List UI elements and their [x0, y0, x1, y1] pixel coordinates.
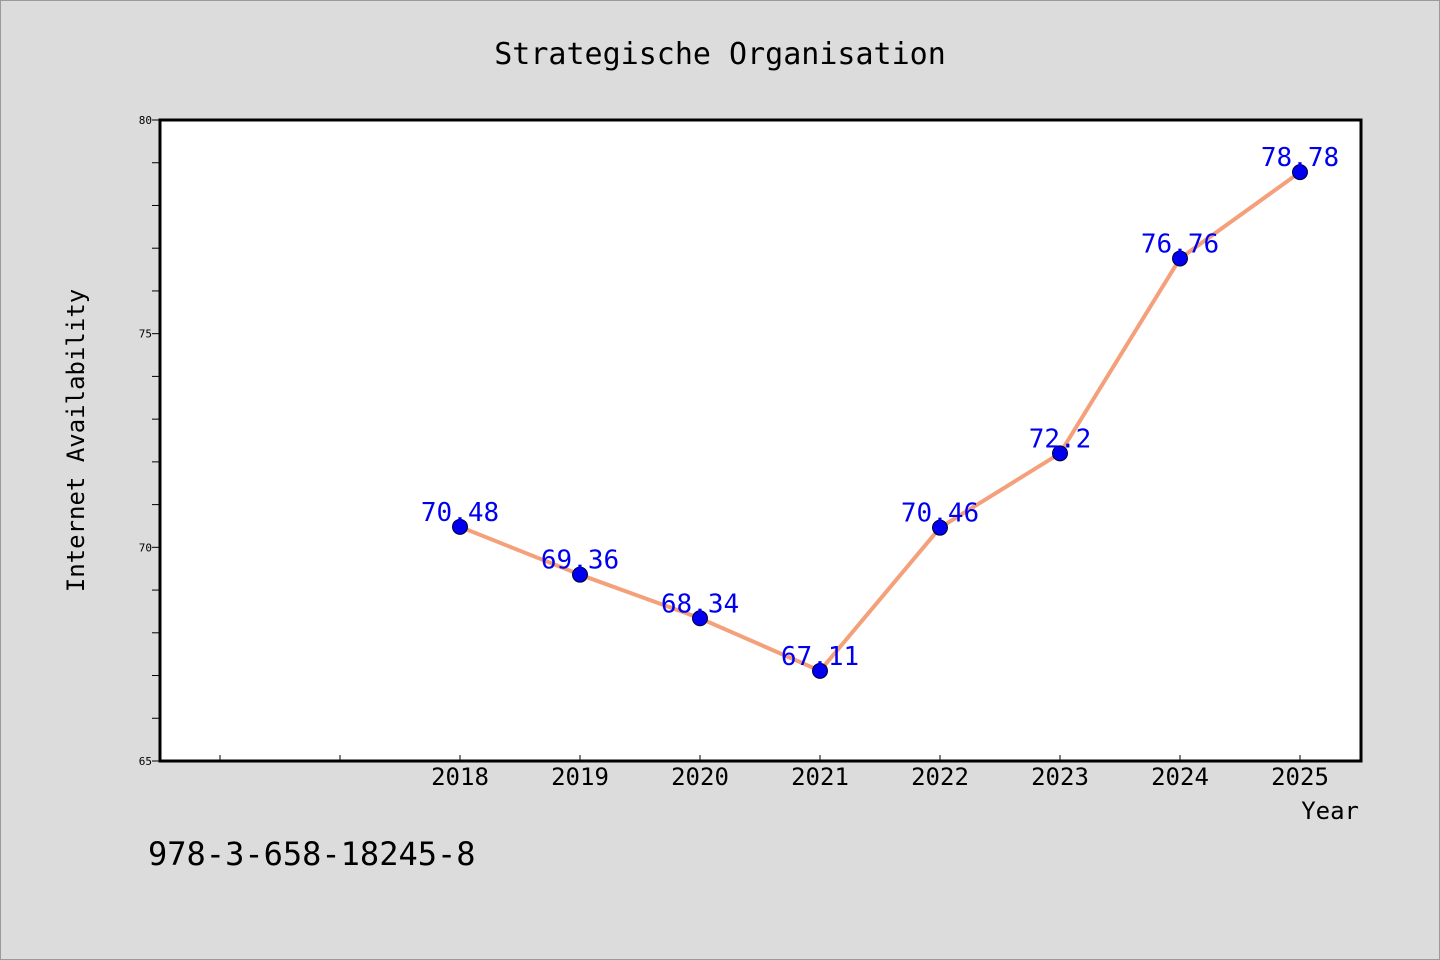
x-tick-label: 2021	[791, 763, 849, 791]
data-label: 78.78	[1261, 143, 1339, 173]
data-point	[812, 662, 828, 679]
y-tick-label: 80	[139, 114, 152, 127]
data-label: 72.2	[1029, 424, 1092, 454]
series-layer: 70.48 69.36 68.34 67.11 70.46 72.2 76.76 78.78	[421, 143, 1339, 679]
data-point	[1292, 164, 1308, 181]
data-point	[932, 519, 948, 536]
plot-area	[160, 120, 1361, 761]
data-label: 69.36	[541, 546, 619, 576]
y-tick-label: 65	[139, 755, 152, 768]
data-point	[1052, 445, 1068, 462]
x-tick-label: 2024	[1151, 763, 1209, 791]
axis-ticks: 65 70 75 80 2018 2019 2020 2021 2022 2023 2024 2025	[139, 114, 1329, 791]
series-line	[459, 170, 1302, 673]
x-tick-label: 2018	[431, 763, 489, 791]
data-point	[1172, 250, 1188, 267]
data-label: 70.48	[421, 498, 499, 528]
footnote-isbn: 978-3-658-18245-8	[148, 835, 476, 873]
y-tick-label: 75	[139, 328, 152, 341]
x-tick-label: 2025	[1271, 763, 1329, 791]
data-point	[452, 518, 468, 535]
y-axis-label: Internet Availability	[62, 289, 90, 592]
y-tick-label: 70	[139, 541, 152, 554]
x-tick-label: 2019	[551, 763, 609, 791]
x-tick-label: 2023	[1031, 763, 1089, 791]
data-label: 76.76	[1141, 229, 1219, 259]
x-tick-label: 2020	[671, 763, 729, 791]
chart-title: Strategische Organisation	[494, 37, 946, 72]
plot-border	[158, 118, 1363, 763]
x-axis-label: Year	[1301, 797, 1359, 825]
data-label: 70.46	[901, 499, 979, 529]
data-label: 67.11	[781, 642, 859, 672]
data-point	[572, 566, 588, 583]
data-point	[692, 610, 708, 627]
data-label: 68.34	[661, 589, 739, 619]
x-tick-label: 2022	[911, 763, 969, 791]
